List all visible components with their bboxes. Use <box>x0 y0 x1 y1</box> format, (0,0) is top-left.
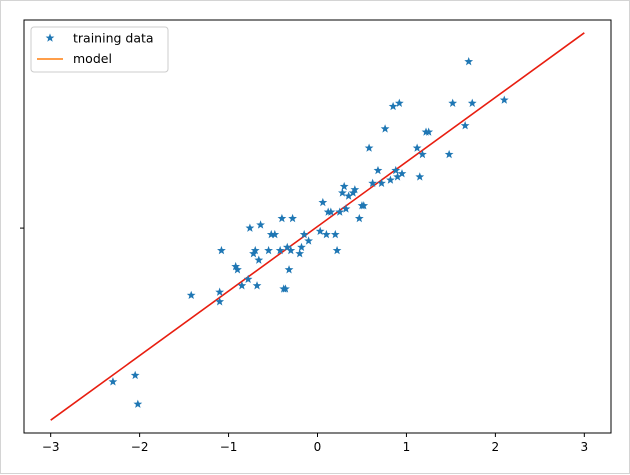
training-data-point <box>186 290 196 300</box>
training-data-point <box>344 191 353 200</box>
x-tick-label: 1 <box>403 440 411 454</box>
training-data-point <box>335 207 345 216</box>
x-tick-label: 3 <box>580 440 588 454</box>
training-data-point <box>252 281 262 290</box>
training-data-point <box>256 220 265 229</box>
training-data-point <box>373 165 383 175</box>
training-data-point <box>297 242 306 252</box>
legend: training data model <box>30 26 169 73</box>
training-data-point <box>499 95 509 104</box>
training-data-point <box>394 98 404 107</box>
training-data-point <box>364 143 374 152</box>
training-data-point <box>264 245 273 255</box>
training-data-point <box>386 175 395 184</box>
training-data-point <box>281 284 290 293</box>
legend-star-marker <box>45 33 55 42</box>
training-data-point <box>377 178 386 187</box>
training-data-point <box>217 245 226 255</box>
training-data-point <box>350 185 360 194</box>
x-tick-label: −2 <box>131 440 149 454</box>
training-data-point <box>388 101 398 111</box>
training-data-point <box>393 172 402 181</box>
training-data-point <box>250 245 260 255</box>
training-data-point <box>315 226 325 236</box>
training-data-point <box>318 197 328 207</box>
legend-label-training-data: training data <box>73 31 154 46</box>
training-points-layer <box>108 57 509 408</box>
training-data-point <box>391 165 401 175</box>
x-tick-label: 0 <box>314 440 322 454</box>
training-data-point <box>133 399 143 408</box>
training-data-point <box>286 245 296 255</box>
x-axis-ticks: −3 −2 −1 0 1 2 3 <box>42 433 588 454</box>
training-data-point <box>275 245 285 255</box>
training-data-point <box>464 57 474 66</box>
training-data-point <box>354 213 364 223</box>
training-data-point <box>233 265 242 274</box>
training-data-point <box>254 255 264 264</box>
training-data-point <box>397 169 407 178</box>
training-data-point <box>332 245 342 255</box>
training-data-point <box>288 213 297 223</box>
training-data-point <box>418 149 427 159</box>
training-data-point <box>299 229 309 239</box>
training-data-point <box>448 98 458 107</box>
training-data-point <box>339 181 349 191</box>
legend-star-shape <box>45 33 55 42</box>
training-data-point <box>444 149 454 159</box>
x-tick-label: −1 <box>220 440 238 454</box>
model-line-layer <box>50 32 585 421</box>
x-tick-label: 2 <box>492 440 500 454</box>
legend-box <box>30 26 169 73</box>
model-line <box>50 32 585 421</box>
training-data-point <box>330 229 340 239</box>
training-data-point <box>304 236 313 245</box>
training-data-point <box>380 124 390 133</box>
training-data-point <box>322 229 331 239</box>
training-data-point <box>270 229 280 239</box>
training-data-point <box>243 274 253 284</box>
training-data-point <box>284 265 294 274</box>
training-data-point <box>359 201 369 210</box>
training-data-point <box>237 281 247 290</box>
training-data-point <box>215 287 225 296</box>
training-data-point <box>231 261 241 271</box>
training-data-point <box>467 98 477 107</box>
training-data-point <box>130 370 140 380</box>
x-tick-label: −3 <box>42 440 60 454</box>
training-data-point <box>266 229 276 239</box>
training-data-point <box>326 207 336 216</box>
training-data-point <box>341 204 351 213</box>
training-data-point <box>215 297 225 306</box>
training-data-point <box>412 143 422 152</box>
training-data-point <box>108 377 118 386</box>
training-data-point <box>282 242 292 252</box>
training-data-point <box>415 172 425 181</box>
training-data-point <box>295 249 305 258</box>
training-data-point <box>424 127 434 136</box>
training-data-point <box>245 223 255 232</box>
training-data-point <box>460 121 470 130</box>
training-data-point <box>277 213 287 223</box>
legend-label-model: model <box>73 51 112 66</box>
training-data-point <box>368 178 378 187</box>
training-data-point <box>338 188 347 197</box>
